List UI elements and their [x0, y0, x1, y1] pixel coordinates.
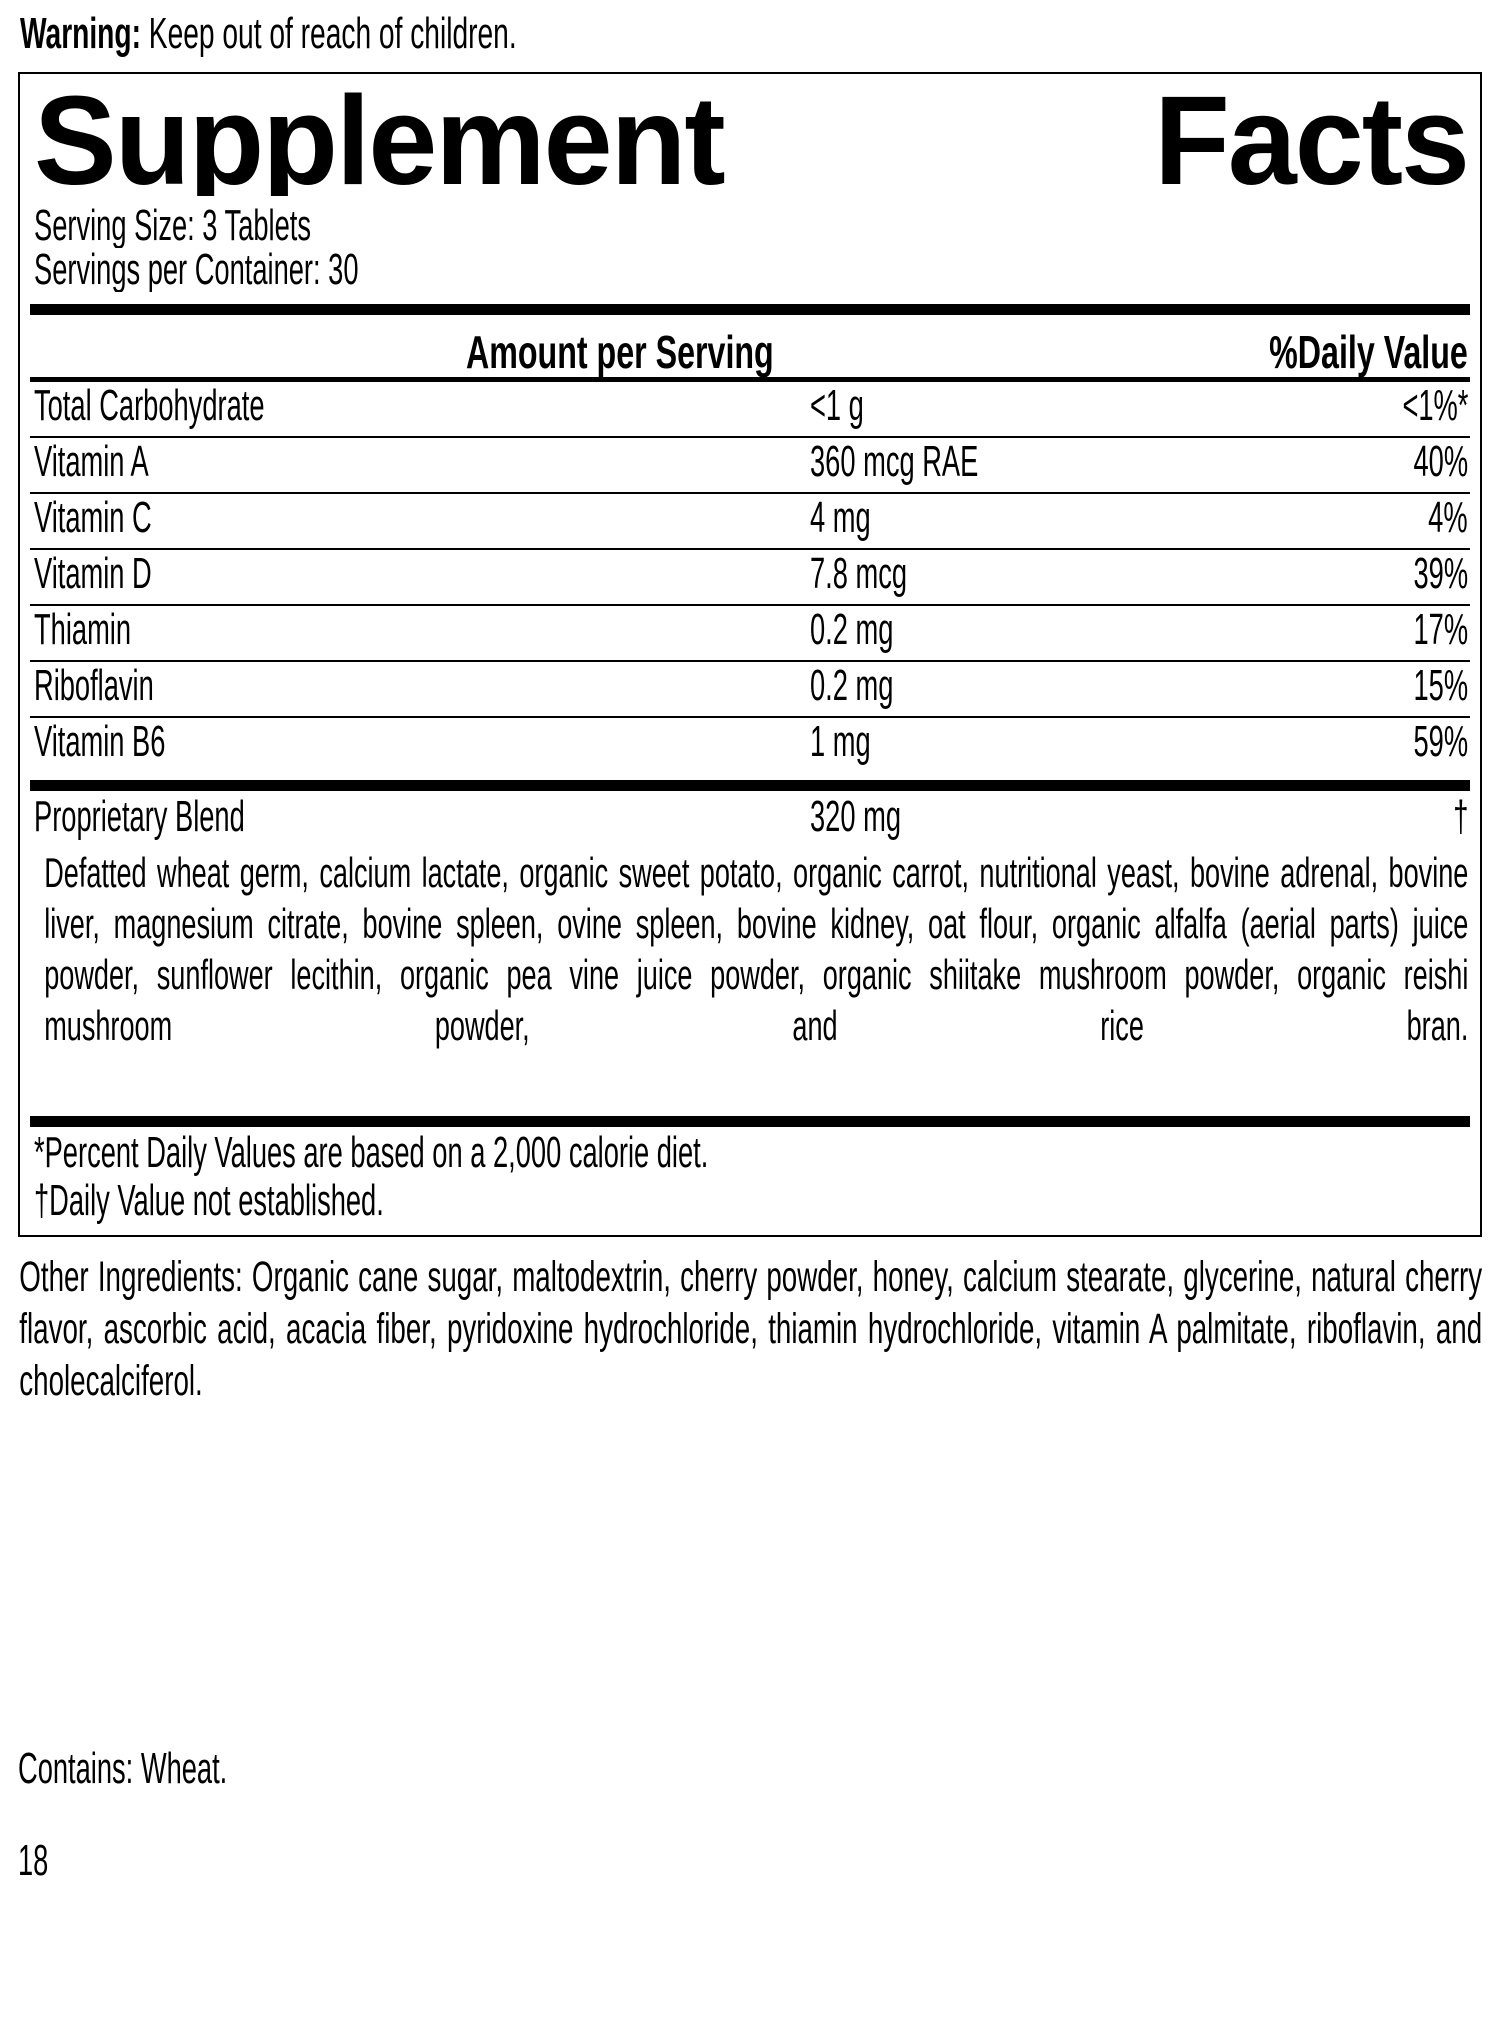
- daily-value-header: %Daily Value: [1269, 326, 1468, 378]
- rule-under-headers: [30, 377, 1470, 382]
- panel-title-word-facts: Facts: [1154, 78, 1470, 196]
- footnote-daily-value-not-established: †Daily Value not established.: [34, 1179, 384, 1225]
- row-divider: [30, 548, 1470, 550]
- servings-per-container-text: Servings per Container: 30: [34, 248, 359, 292]
- warning-label: Warning:: [20, 9, 141, 58]
- row-divider: [30, 604, 1470, 606]
- blend-row: Proprietary Blend 320 mg †: [30, 791, 1470, 847]
- row-divider: [30, 492, 1470, 494]
- nutrient-name: Vitamin B6: [34, 718, 166, 766]
- nutrient-daily-value: 4%: [1428, 494, 1468, 542]
- nutrient-amount: 0.2 mg: [810, 606, 894, 654]
- rule-heavy-top: [30, 304, 1470, 315]
- blend-amount: 320 mg: [810, 792, 901, 841]
- amount-per-serving-header: Amount per Serving: [466, 326, 774, 378]
- rule-heavy-blend: [30, 780, 1470, 791]
- serving-info: Serving Size: 3 Tablets Servings per Con…: [30, 198, 1470, 296]
- nutrient-name: Vitamin C: [34, 494, 152, 542]
- nutrient-amount: <1 g: [810, 382, 864, 430]
- footnote-percent-daily-values: *Percent Daily Values are based on a 2,0…: [34, 1131, 709, 1177]
- layout-spacer: [18, 1459, 1482, 1745]
- nutrient-amount: 1 mg: [810, 718, 871, 766]
- blend-ingredients-list: Defatted wheat germ, calcium lactate, or…: [44, 849, 1469, 1049]
- page-number: 18: [18, 1836, 49, 1885]
- nutrient-daily-value: 39%: [1413, 550, 1468, 598]
- nutrient-daily-value: 59%: [1413, 718, 1468, 766]
- footnotes: *Percent Daily Values are based on a 2,0…: [30, 1127, 1470, 1227]
- nutrient-name: Thiamin: [34, 606, 132, 654]
- nutrient-daily-value: 17%: [1413, 606, 1468, 654]
- nutrient-name: Vitamin D: [34, 550, 152, 598]
- supplement-facts-panel: Supplement Facts Serving Size: 3 Tablets…: [18, 72, 1482, 1237]
- nutrient-name: Vitamin A: [34, 438, 149, 486]
- table-row: Thiamin 0.2 mg 17%: [30, 606, 1470, 660]
- table-row: Vitamin C 4 mg 4%: [30, 494, 1470, 548]
- nutrient-amount: 7.8 mcg: [810, 550, 908, 598]
- blend-daily-value: †: [1452, 792, 1468, 841]
- nutrient-daily-value: 40%: [1413, 438, 1468, 486]
- nutrient-amount: 0.2 mg: [810, 662, 894, 710]
- row-divider: [30, 716, 1470, 718]
- row-divider: [30, 436, 1470, 438]
- nutrient-amount: 360 mcg RAE: [810, 438, 979, 486]
- panel-title: Supplement Facts: [30, 78, 1470, 196]
- warning-statement: Warning: Keep out of reach of children.: [18, 0, 1482, 72]
- table-row: Vitamin A 360 mcg RAE 40%: [30, 438, 1470, 492]
- nutrient-name: Total Carbohydrate: [34, 382, 265, 430]
- rule-heavy-footnotes: [30, 1116, 1470, 1127]
- nutrient-amount: 4 mg: [810, 494, 871, 542]
- blend-name: Proprietary Blend: [34, 792, 245, 841]
- nutrient-daily-value: 15%: [1413, 662, 1468, 710]
- serving-size-line: Serving Size: 3 Tablets: [34, 204, 1470, 248]
- table-column-headers: Amount per Serving %Daily Value: [30, 315, 1470, 377]
- table-row: Vitamin B6 1 mg 59%: [30, 718, 1470, 772]
- table-row: Vitamin D 7.8 mcg 39%: [30, 550, 1470, 604]
- other-ingredients-text: Other Ingredients: Organic cane sugar, m…: [19, 1253, 1483, 1405]
- warning-text: Keep out of reach of children.: [148, 9, 517, 58]
- row-divider: [30, 660, 1470, 662]
- nutrient-daily-value: <1%*: [1402, 382, 1468, 430]
- servings-per-container-line: Servings per Container: 30: [34, 248, 1470, 292]
- table-row: Riboflavin 0.2 mg 15%: [30, 662, 1470, 716]
- serving-size-text: Serving Size: 3 Tablets: [34, 204, 312, 248]
- panel-title-word-supplement: Supplement: [34, 78, 726, 196]
- table-row: Total Carbohydrate <1 g <1%*: [30, 382, 1470, 436]
- contains-allergens-text: Contains: Wheat.: [18, 1745, 228, 1793]
- nutrient-name: Riboflavin: [34, 662, 154, 710]
